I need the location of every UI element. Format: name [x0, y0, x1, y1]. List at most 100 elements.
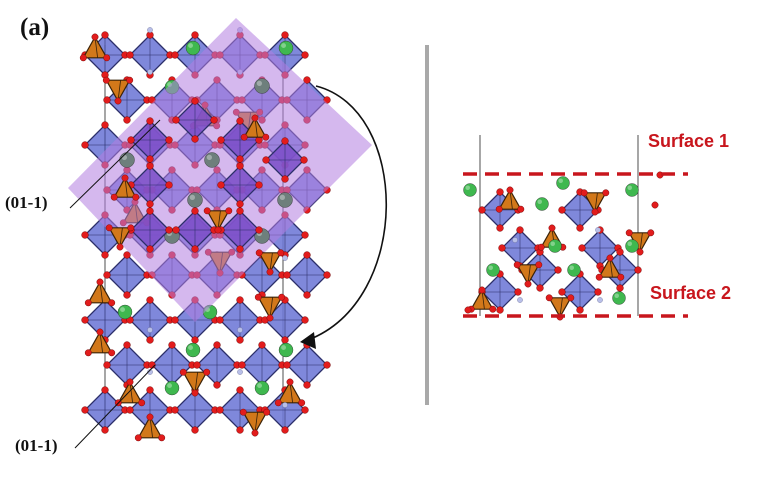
oxygen-atom: [262, 133, 270, 141]
gray-atom: [119, 152, 135, 168]
oxygen-atom: [123, 291, 131, 299]
oxygen-atom: [258, 341, 266, 349]
oxygen-atom: [651, 201, 659, 209]
octahedron: [501, 229, 539, 267]
green-atom: [463, 183, 477, 197]
green-atom-highlight: [188, 43, 193, 48]
oxygen-atom: [102, 76, 110, 84]
oxygen-atom: [478, 206, 486, 214]
oxygen-atom: [286, 378, 294, 386]
oxygen-atom: [301, 51, 309, 59]
oxygen-atom: [101, 426, 109, 434]
oxygen-atom: [496, 224, 504, 232]
oxygen-atom: [548, 224, 556, 232]
oxygen-atom: [236, 336, 244, 344]
panel-divider: [425, 45, 429, 405]
oxygen-atom: [225, 207, 233, 215]
oxygen-atom: [210, 116, 218, 124]
oxygen-atom: [278, 293, 286, 301]
oxygen-atom: [251, 429, 259, 437]
green-atom-highlight: [627, 241, 632, 247]
oxygen-atom: [103, 271, 111, 279]
oxygen-atom: [537, 243, 545, 251]
oxygen-atom: [567, 294, 575, 302]
oxygen-atom: [298, 399, 306, 407]
oxygen-atom: [127, 136, 135, 144]
oxygen-atom: [263, 408, 271, 416]
surface-marker-lines: [463, 172, 688, 318]
oxygen-atom: [495, 205, 503, 213]
tetrahedron: [105, 79, 131, 103]
small-atom: [147, 69, 153, 75]
oxygen-atom: [101, 251, 109, 259]
gray-atom-highlight: [279, 194, 285, 200]
oxygen-atom: [303, 291, 311, 299]
oxygen-atom: [203, 207, 211, 215]
oxygen-atom: [81, 406, 89, 414]
oxygen-atom: [625, 229, 633, 237]
oxygen-atom: [576, 224, 584, 232]
oxygen-atom: [103, 96, 111, 104]
small-atom: [517, 297, 523, 303]
oxygen-atom: [602, 189, 610, 197]
oxygen-atom: [300, 156, 308, 164]
oxygen-atom: [489, 305, 497, 313]
oxygen-atom: [126, 76, 134, 84]
gray-atom-highlight: [256, 80, 262, 86]
oxygen-atom: [236, 296, 244, 304]
oxygen-atom: [517, 205, 525, 213]
octahedron: [106, 254, 148, 296]
oxygen-atom: [580, 189, 588, 197]
gray-atom: [187, 192, 203, 208]
oxygen-atom: [578, 244, 586, 252]
octahedron: [241, 344, 283, 386]
oxygen-atom: [193, 361, 201, 369]
octahedron: [219, 299, 261, 341]
oxygen-atom: [251, 114, 259, 122]
oxygen-atom: [191, 389, 199, 397]
oxygen-atom: [146, 207, 154, 215]
oxygen-atom: [103, 361, 111, 369]
oxygen-atom: [595, 273, 603, 281]
small-atom: [597, 297, 603, 303]
octahedron: [129, 299, 171, 341]
tetrahedron: [137, 415, 163, 439]
oxygen-atom: [236, 155, 244, 163]
oxygen-atom: [236, 162, 244, 170]
oxygen-atom: [554, 266, 562, 274]
oxygen-atom: [281, 137, 289, 145]
green-atom-highlight: [558, 178, 563, 184]
gray-atom-highlight: [121, 154, 127, 160]
oxygen-atom: [524, 280, 532, 288]
oxygen-atom: [91, 33, 99, 41]
oxygen-atom: [513, 261, 521, 269]
small-atom: [512, 237, 518, 243]
oxygen-atom: [236, 207, 244, 215]
oxygen-atom: [217, 136, 225, 144]
oxygen-atom: [146, 413, 154, 421]
green-atom-highlight: [188, 345, 193, 350]
green-atom-highlight: [120, 307, 126, 312]
octahedron: [129, 34, 171, 76]
oxygen-atom: [191, 31, 199, 39]
small-atom: [147, 327, 153, 333]
plane-label-top-leader: [69, 119, 161, 209]
green-atom-highlight: [627, 185, 632, 191]
oxygen-atom: [171, 51, 179, 59]
octahedron: [84, 299, 126, 341]
octahedron: [286, 254, 328, 296]
green-atom: [567, 263, 581, 277]
oxygen-atom: [303, 76, 311, 84]
oxygen-atom: [146, 162, 154, 170]
oxygen-atom: [283, 361, 291, 369]
oxygen-atom: [594, 288, 602, 296]
oxygen-atom: [165, 226, 173, 234]
oxygen-atom: [283, 271, 291, 279]
oxygen-atom: [116, 243, 124, 251]
oxygen-atom: [591, 208, 599, 216]
oxygen-atom: [79, 54, 87, 62]
oxygen-atom: [171, 316, 179, 324]
oxygen-atom: [172, 116, 180, 124]
